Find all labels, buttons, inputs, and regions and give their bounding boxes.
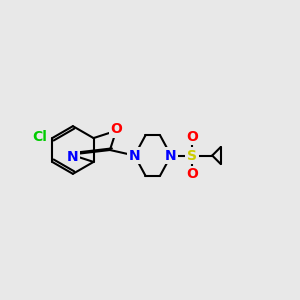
Text: S: S (187, 148, 197, 163)
Text: O: O (186, 167, 198, 181)
Text: N: N (129, 148, 140, 163)
Text: Cl: Cl (32, 130, 46, 144)
Text: N: N (66, 150, 78, 164)
Text: N: N (165, 148, 177, 163)
Text: O: O (110, 122, 122, 136)
Text: O: O (186, 130, 198, 144)
